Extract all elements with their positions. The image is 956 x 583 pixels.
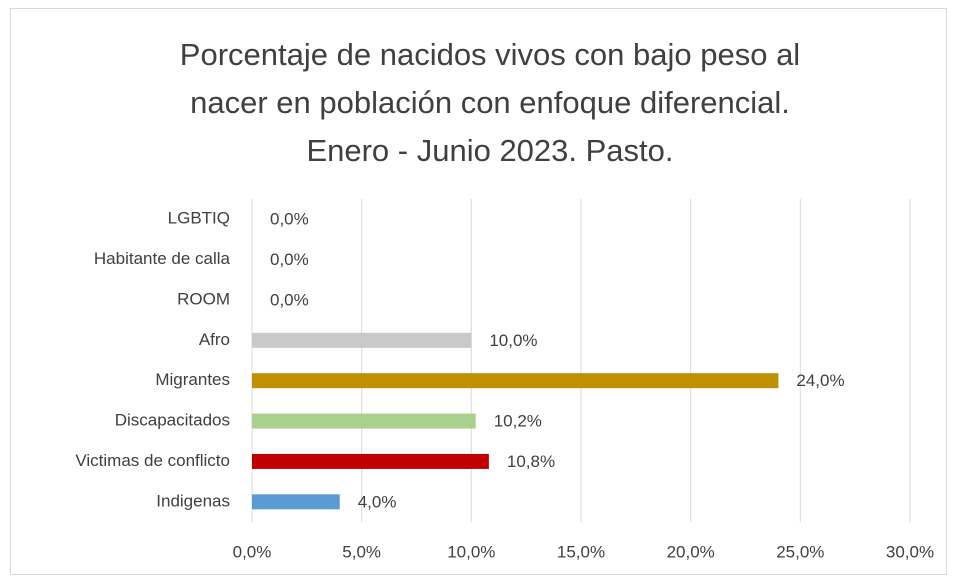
x-tick-label: 0,0% — [233, 542, 272, 561]
value-label: 10,0% — [489, 331, 537, 350]
chart-frame — [10, 8, 947, 575]
x-tick-label: 25,0% — [776, 542, 824, 561]
x-tick-label: 20,0% — [667, 542, 715, 561]
y-tick-label: Habitante de calla — [94, 249, 231, 268]
value-label: 0,0% — [270, 210, 309, 229]
chart-title: Porcentaje de nacidos vivos con bajo pes… — [180, 37, 800, 72]
x-tick-label: 30,0% — [886, 542, 934, 561]
bar — [252, 413, 476, 429]
y-tick-label: Discapacitados — [115, 411, 230, 430]
value-label: 0,0% — [270, 250, 309, 269]
x-tick-label: 10,0% — [447, 542, 495, 561]
value-label: 0,0% — [270, 290, 309, 309]
y-tick-label: Indigenas — [156, 491, 230, 510]
value-label: 10,2% — [494, 412, 542, 431]
chart-title: Enero - Junio 2023. Pasto. — [306, 133, 673, 168]
value-label: 10,8% — [507, 452, 555, 471]
y-tick-label: Victimas de conflicto — [75, 451, 230, 470]
y-tick-label: Migrantes — [155, 370, 230, 389]
bar — [252, 494, 340, 510]
value-label: 4,0% — [358, 492, 397, 511]
x-tick-label: 15,0% — [557, 542, 605, 561]
y-tick-label: ROOM — [177, 289, 230, 308]
bar — [252, 373, 779, 389]
y-tick-label: LGBTIQ — [168, 209, 230, 228]
chart-title: nacer en población con enfoque diferenci… — [190, 85, 790, 120]
bar — [252, 332, 472, 348]
bar — [252, 453, 489, 469]
y-tick-label: Afro — [199, 330, 230, 349]
x-tick-label: 5,0% — [342, 542, 381, 561]
value-label: 24,0% — [796, 371, 844, 390]
